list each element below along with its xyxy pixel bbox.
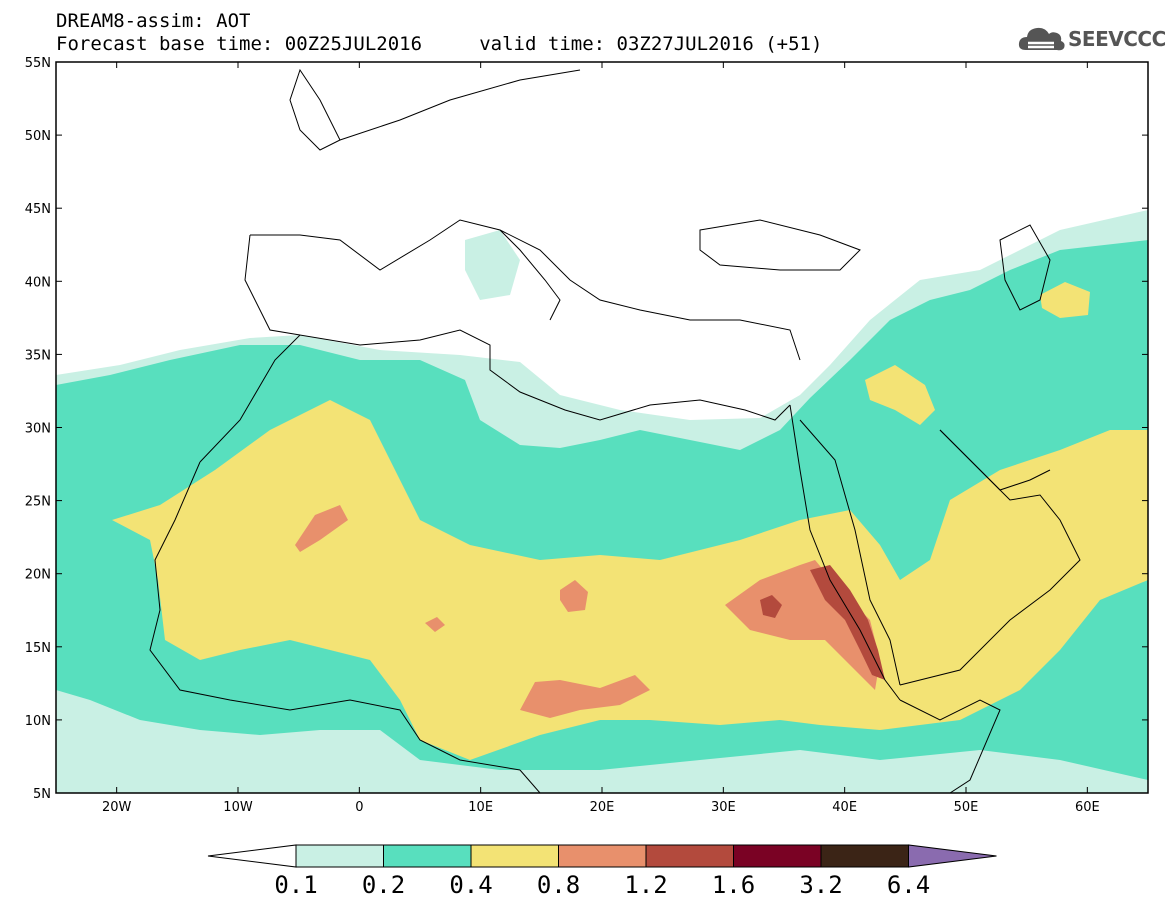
lat-tick-label: 15N xyxy=(25,641,51,656)
aot-band-0.8-mali xyxy=(295,505,348,552)
lat-tick-label: 10N xyxy=(25,714,51,729)
persian-gulf xyxy=(939,429,1051,491)
colorbar-level-label: 0.2 xyxy=(362,871,405,899)
aot-band-0.8-dot xyxy=(425,617,445,632)
lat-tick-label: 30N xyxy=(25,422,51,437)
africa-north-coast xyxy=(199,329,791,463)
lat-tick-label: 40N xyxy=(25,275,51,290)
aot-band-0.4 xyxy=(112,400,1148,760)
lat-tick-label: 50N xyxy=(25,129,51,144)
colorbar-level-label: 0.4 xyxy=(449,871,492,899)
horn-of-africa xyxy=(899,699,1001,793)
black-sea xyxy=(699,219,861,271)
logo-text: SEEVCCC xyxy=(1068,27,1165,51)
colorbar-segment xyxy=(820,844,909,868)
lat-tick-label: 55N xyxy=(25,56,51,71)
latitude-axis: 55N 50N 45N 40N 35N 30N 25N 20N 15N 10N 5N xyxy=(25,56,1148,802)
colorbar: 0.1 0.2 0.4 0.8 1.2 1.6 3.2 6.4 xyxy=(207,844,997,899)
coastlines xyxy=(149,68,1081,793)
colorbar-high-arrow xyxy=(908,844,997,868)
colorbar-segment xyxy=(383,844,472,868)
italy xyxy=(499,229,561,321)
colorbar-segment xyxy=(470,844,559,868)
cloud-icon xyxy=(1018,27,1065,51)
lat-tick-label: 35N xyxy=(25,348,51,363)
map-title: DREAM8-assim: AOT xyxy=(56,10,251,32)
europe-south-coast xyxy=(250,219,801,361)
aot-band-1.2-redsea xyxy=(810,565,885,680)
colorbar-level-label: 0.8 xyxy=(537,871,580,899)
colorbar-level-label: 6.4 xyxy=(887,871,930,899)
colorbar-segment xyxy=(295,844,384,868)
africa-west-coast xyxy=(149,461,521,771)
lon-tick-label: 20W xyxy=(102,800,132,815)
europe-north xyxy=(339,69,581,141)
lat-tick-label: 45N xyxy=(25,202,51,217)
caspian-sea xyxy=(999,224,1051,311)
seevccc-logo: SEEVCCC xyxy=(1018,24,1165,56)
longitude-axis: 20W 10W 0 10E 20E 30E 40E 50E 60E xyxy=(102,62,1100,815)
colorbar-segment xyxy=(733,844,822,868)
lon-tick-label: 60E xyxy=(1075,800,1100,815)
lon-tick-label: 50E xyxy=(954,800,979,815)
aot-band-0.4-caspian xyxy=(1040,282,1090,318)
red-sea-west xyxy=(789,404,901,701)
colorbar-level-label: 3.2 xyxy=(799,871,842,899)
lon-tick-label: 40E xyxy=(832,800,857,815)
aot-band-0.8-chad xyxy=(560,580,588,612)
aot-field xyxy=(56,62,1148,793)
lon-tick-label: 10W xyxy=(223,800,253,815)
aot-band-1.2-core xyxy=(760,595,782,618)
lat-tick-label: 5N xyxy=(33,787,51,802)
colorbar-segment xyxy=(645,844,734,868)
colorbar-level-label: 1.2 xyxy=(624,871,667,899)
britain xyxy=(289,68,341,151)
colorbar-segment xyxy=(558,844,647,868)
colorbar-level-label: 0.1 xyxy=(274,871,317,899)
aot-band-0.4-iran xyxy=(865,365,935,425)
colorbar-level-label: 1.6 xyxy=(712,871,755,899)
lat-tick-label: 20N xyxy=(25,568,51,583)
gulf-of-guinea xyxy=(519,769,541,793)
forecast-times: Forecast base time: 00Z25JUL2016 valid t… xyxy=(56,33,823,55)
lon-tick-label: 30E xyxy=(711,800,736,815)
red-sea-east xyxy=(799,419,901,686)
iberia xyxy=(244,234,301,336)
lon-tick-label: 0 xyxy=(355,800,363,815)
lon-tick-label: 10E xyxy=(468,800,493,815)
aot-band-0.4-balkans xyxy=(465,230,520,300)
lon-tick-label: 20E xyxy=(590,800,615,815)
colorbar-low-arrow xyxy=(207,844,297,868)
aot-band-0.8-nigeria xyxy=(520,675,650,718)
lat-tick-label: 25N xyxy=(25,495,51,510)
